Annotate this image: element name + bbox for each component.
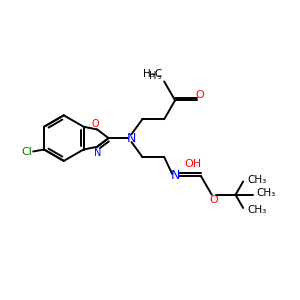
Text: O: O xyxy=(91,119,99,130)
Text: CH₃: CH₃ xyxy=(248,175,267,184)
Text: Cl: Cl xyxy=(22,148,33,158)
Text: CH₃: CH₃ xyxy=(248,205,267,215)
Text: N: N xyxy=(170,169,180,182)
Text: H: H xyxy=(148,70,156,80)
Text: N: N xyxy=(94,148,102,158)
Text: H₃C: H₃C xyxy=(143,68,162,79)
Text: O: O xyxy=(209,195,218,205)
Text: O: O xyxy=(196,90,204,100)
Text: N: N xyxy=(127,132,136,145)
Text: CH₃: CH₃ xyxy=(256,188,275,198)
Text: ₃: ₃ xyxy=(158,72,161,81)
Text: OH: OH xyxy=(184,159,202,169)
